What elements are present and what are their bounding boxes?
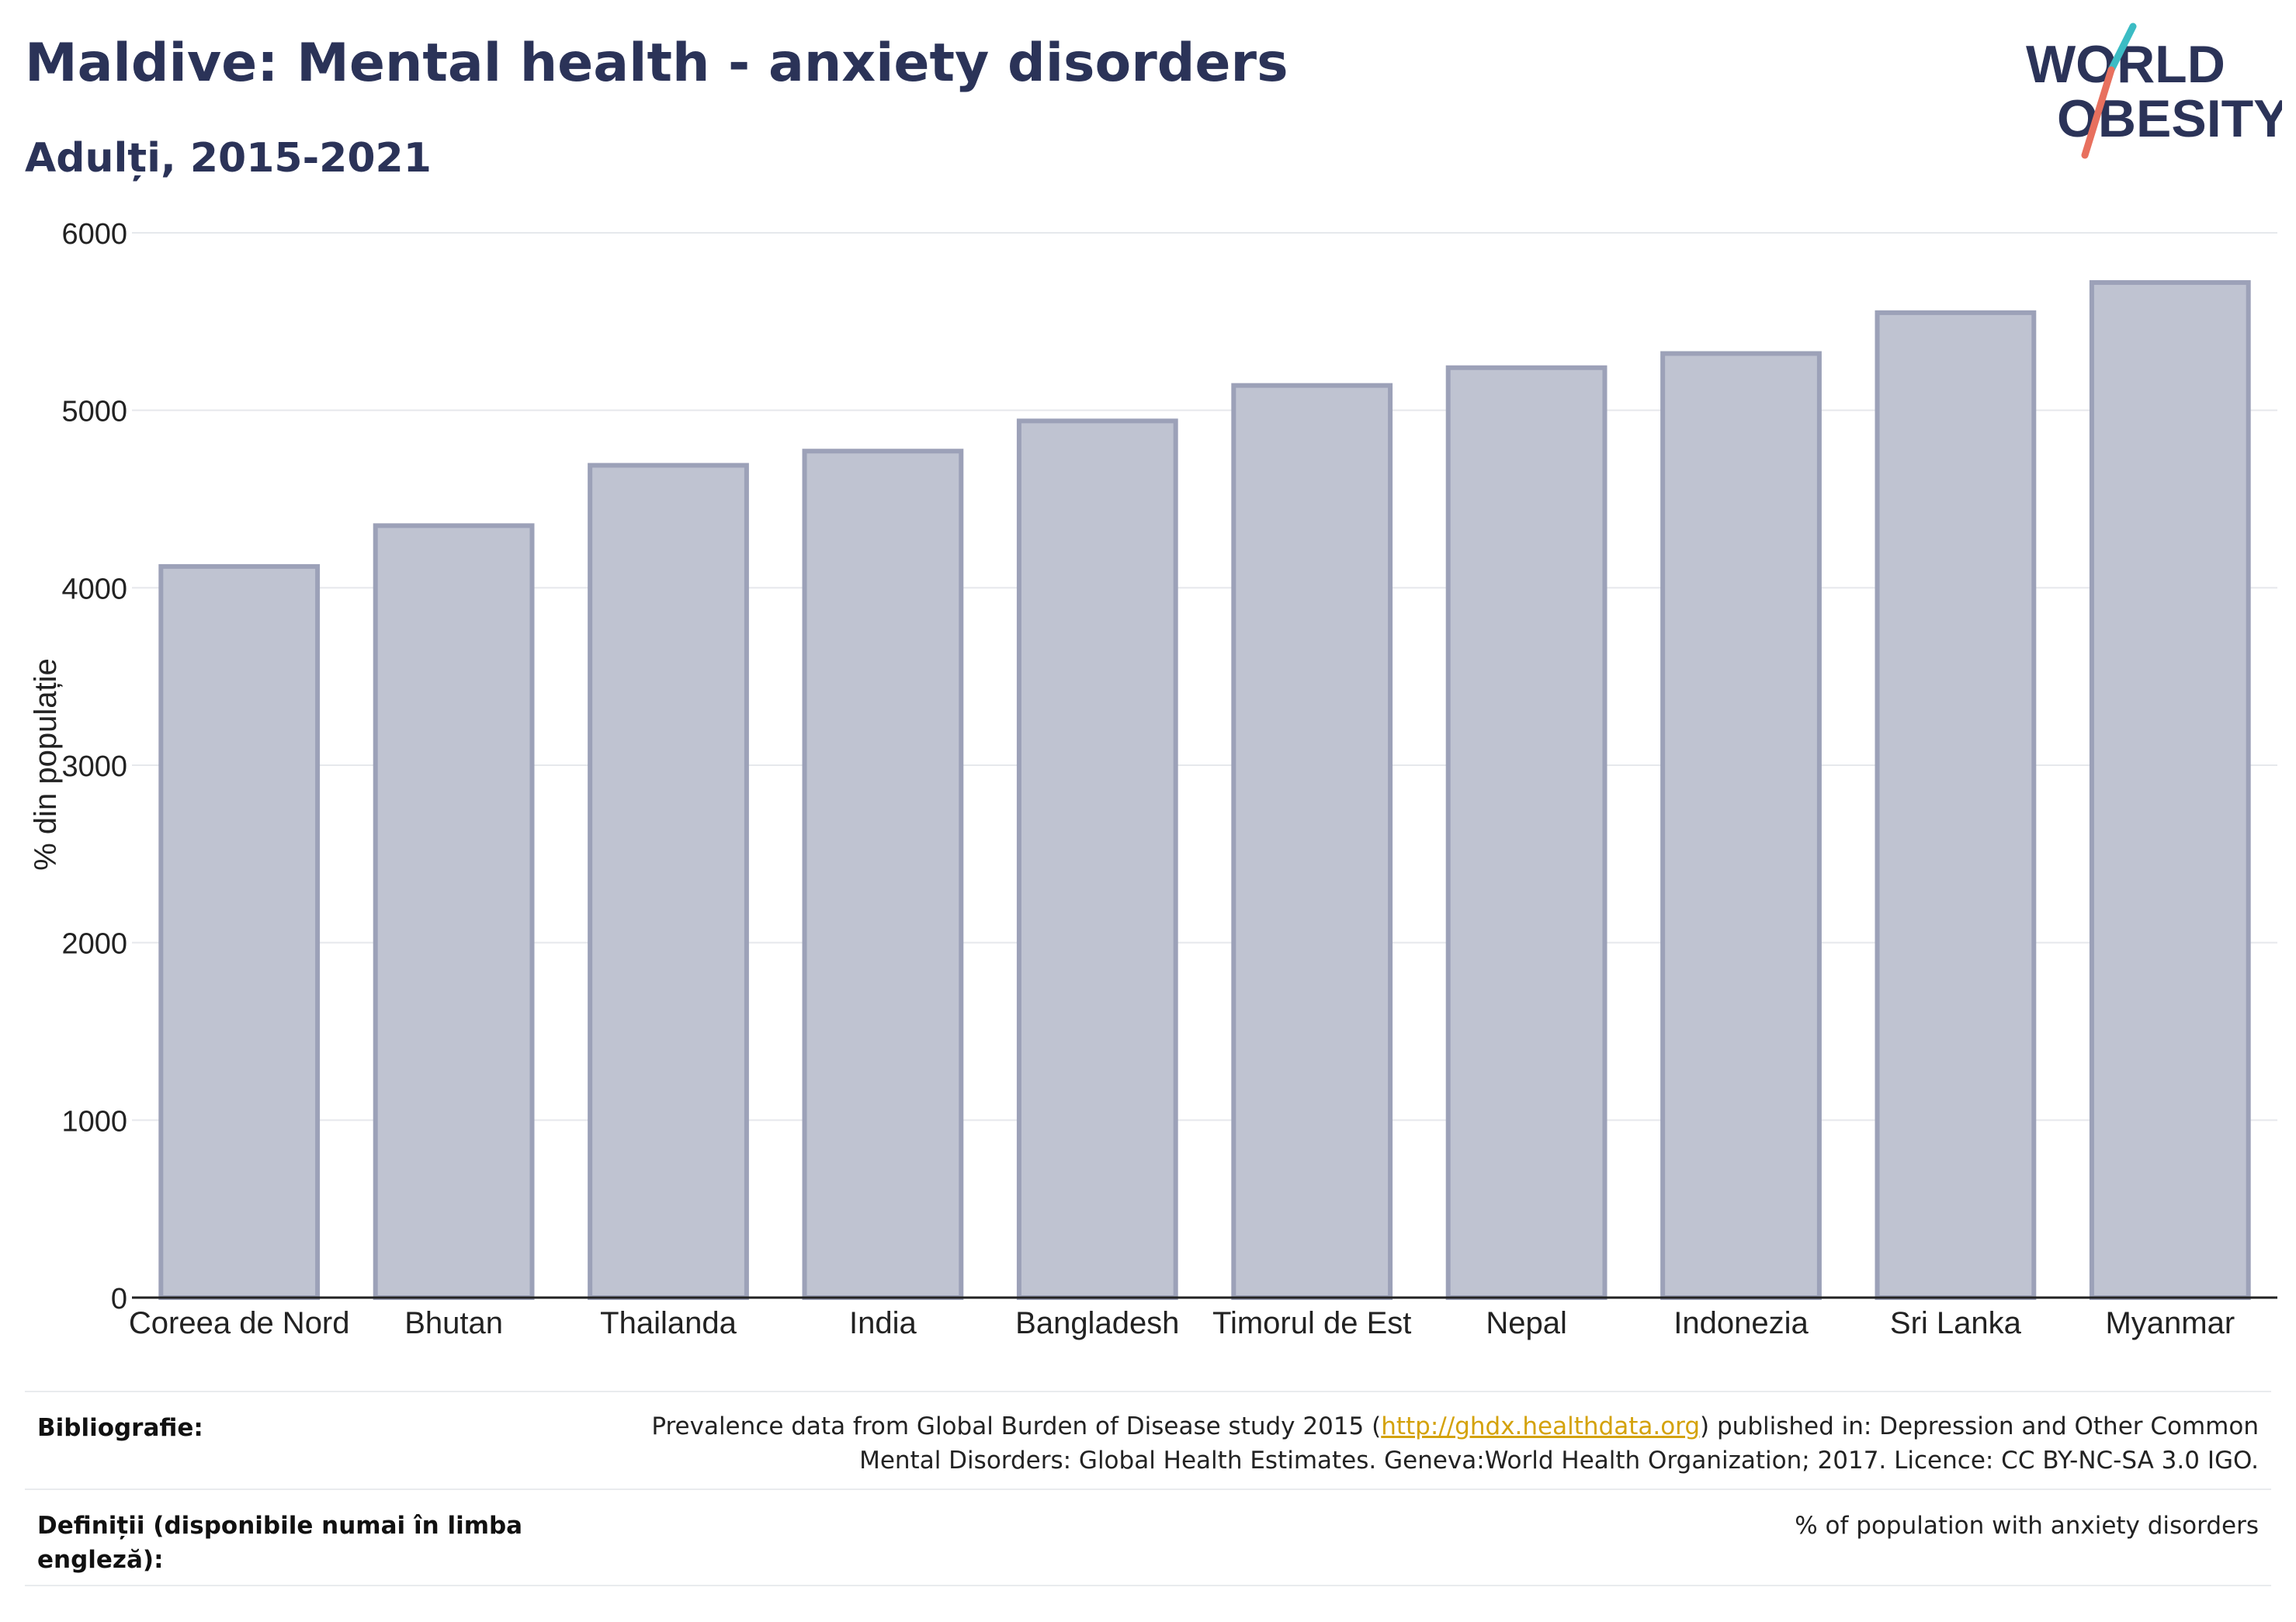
y-tick-label: 2000 xyxy=(61,928,127,961)
chart-title: Maldive: Mental health - anxiety disorde… xyxy=(25,33,1288,94)
bar[interactable] xyxy=(2089,280,2251,1301)
y-tick-label: 1000 xyxy=(61,1105,127,1138)
y-tick-label: 0 xyxy=(111,1283,127,1315)
bibliography-text-post: ) published in: Depression and Other Com… xyxy=(1700,1412,2259,1440)
footer-divider-top xyxy=(25,1391,2271,1392)
y-axis-label: % din populație xyxy=(29,658,63,871)
x-tick-label: Myanmar xyxy=(2105,1306,2235,1340)
definitions-label-line-2: engleză): xyxy=(37,1546,164,1574)
definitions-label: Definiții (disponibile numai în limba en… xyxy=(37,1509,522,1577)
x-tick-label: Sri Lanka xyxy=(1890,1306,2022,1340)
bar[interactable] xyxy=(1016,418,1178,1300)
axis-layer: 0 1000 2000 3000 4000 5000 6000 Coreea de Nord B… xyxy=(61,218,2277,1340)
definitions-row: Definiții (disponibile numai în limba en… xyxy=(25,1506,2271,1583)
world-obesity-logo: WORLD OBESITY xyxy=(2026,23,2282,159)
x-tick-label: Timorul de Est xyxy=(1212,1306,1411,1340)
x-tick-label: Nepal xyxy=(1486,1306,1567,1340)
bibliography-text: Prevalence data from Global Burden of Di… xyxy=(651,1409,2259,1478)
bibliography-label: Bibliografie: xyxy=(37,1414,203,1442)
logo-slash-coral xyxy=(2081,66,2115,159)
bar[interactable] xyxy=(802,449,964,1300)
bibliography-text-pre: Prevalence data from Global Burden of Di… xyxy=(651,1412,1382,1440)
bibliography-text-line-2: Mental Disorders: Global Health Estimate… xyxy=(859,1447,2259,1475)
y-tick-label: 3000 xyxy=(61,750,127,783)
bar[interactable] xyxy=(1231,383,1393,1300)
y-tick-label: 5000 xyxy=(61,396,127,428)
footer-divider-middle xyxy=(25,1489,2271,1490)
definitions-text: % of population with anxiety disorders xyxy=(1795,1512,2259,1540)
chart-subtitle: Adulți, 2015-2021 xyxy=(25,135,432,182)
bar[interactable] xyxy=(158,563,321,1300)
bar[interactable] xyxy=(373,523,535,1300)
y-tick-label: 4000 xyxy=(61,573,127,605)
x-tick-label: Indonezia xyxy=(1673,1306,1809,1340)
bar[interactable] xyxy=(1875,310,2037,1300)
x-tick-label: Bhutan xyxy=(404,1306,503,1340)
bar[interactable] xyxy=(1660,351,1822,1301)
logo-slash-teal xyxy=(2107,23,2137,74)
x-tick-label: Coreea de Nord xyxy=(129,1306,350,1340)
y-tick-label: 6000 xyxy=(61,218,127,251)
x-tick-label: Thailanda xyxy=(600,1306,737,1340)
bar[interactable] xyxy=(588,463,749,1300)
bar[interactable] xyxy=(1445,365,1608,1301)
bar-chart: 0 1000 2000 3000 4000 5000 6000 Coreea de Nord B… xyxy=(29,218,2277,1340)
x-tick-label: Bangladesh xyxy=(1015,1306,1179,1340)
x-tick-label: India xyxy=(849,1306,917,1340)
bar-layer xyxy=(158,280,2251,1301)
definitions-label-line-1: Definiții (disponibile numai în limba xyxy=(37,1512,523,1540)
bibliography-link[interactable]: http://ghdx.healthdata.org xyxy=(1381,1412,1701,1440)
footer-divider-bottom xyxy=(25,1585,2271,1586)
bibliography-row: Bibliografie: Prevalence data from Globa… xyxy=(25,1409,2271,1487)
